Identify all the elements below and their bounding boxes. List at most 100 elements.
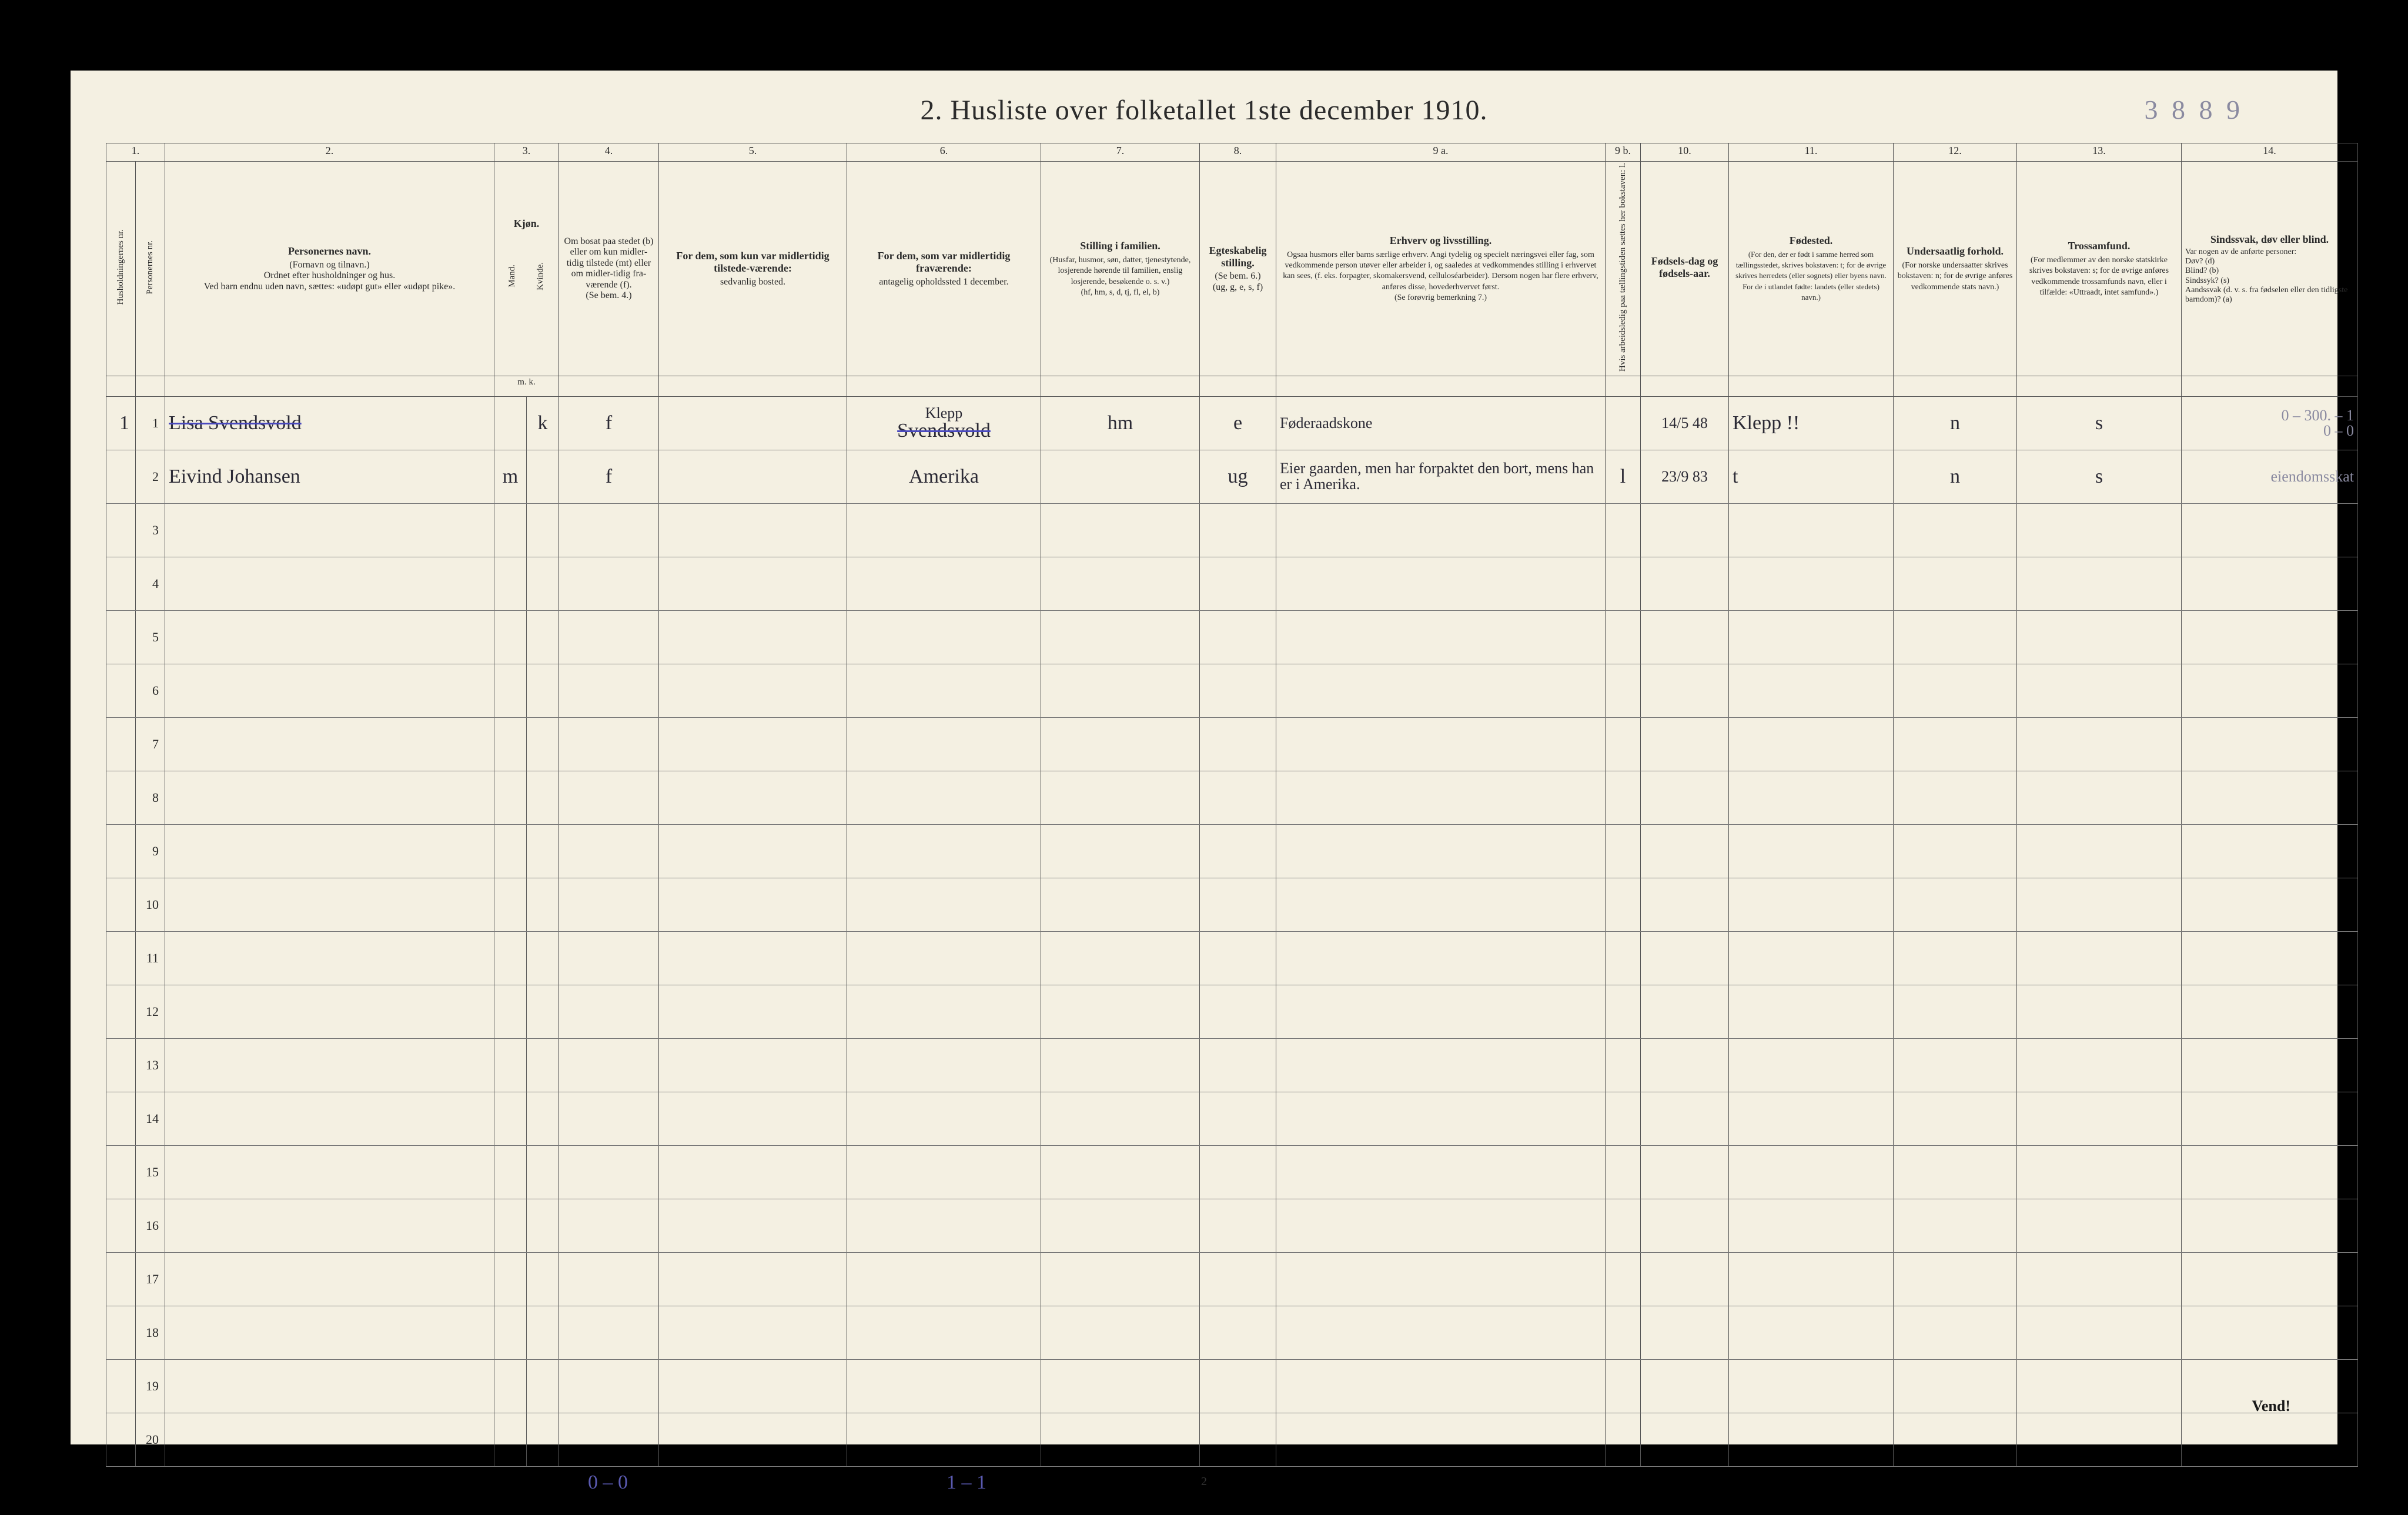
head-hush-nr: Husholdningernes nr. — [106, 162, 136, 376]
cell-empty — [1041, 771, 1200, 825]
head-disability-sub: Var nogen av de anførte personer: Døv? (… — [2185, 248, 2354, 305]
cell-empty — [1729, 932, 1894, 985]
cell-empty — [494, 932, 527, 985]
cell-empty — [1641, 932, 1729, 985]
head-citizenship-sub: (For norske undersaatter skrives bokstav… — [1898, 261, 2013, 292]
cell-hush-nr — [106, 557, 136, 611]
cell-empty — [659, 504, 847, 557]
cell-empty — [1276, 611, 1606, 664]
cell-pers-nr: 9 — [136, 825, 165, 878]
cell-empty — [1729, 771, 1894, 825]
page-number: 2 — [1201, 1475, 1207, 1489]
cell-empty — [165, 718, 494, 771]
cell-sex-k: k — [527, 397, 559, 450]
cell-empty — [494, 1413, 527, 1467]
cell-empty — [1606, 1039, 1641, 1092]
cell-empty — [1041, 1360, 1200, 1413]
cell-empty — [1606, 771, 1641, 825]
cell-citizenship: n — [1894, 397, 2017, 450]
cell-empty — [1200, 557, 1276, 611]
cell-empty — [1894, 1306, 2017, 1360]
cell-empty — [559, 504, 659, 557]
cell-pers-nr: 6 — [136, 664, 165, 718]
cell-empty — [527, 1413, 559, 1467]
cell-empty — [527, 1146, 559, 1199]
cell-hush-nr — [106, 1146, 136, 1199]
head-family-pos: Stilling i familien. (Husfar, husmor, sø… — [1041, 162, 1200, 376]
cell-empty — [527, 771, 559, 825]
cell-empty — [1276, 985, 1606, 1039]
cell-empty — [1729, 1092, 1894, 1146]
head-birthplace: Fødested. (For den, der er født i samme … — [1729, 162, 1894, 376]
cell-empty — [2182, 1092, 2358, 1146]
cell-empty — [559, 932, 659, 985]
colnum-2: 2. — [165, 143, 494, 162]
cell-empty — [1041, 932, 1200, 985]
head-temp-absent: For dem, som var midlertidig fraværende:… — [847, 162, 1041, 376]
footnote-mid: 1 – 1 — [947, 1471, 986, 1494]
sub-blank-14 — [2182, 376, 2358, 397]
head-pers-nr: Personernes nr. — [136, 162, 165, 376]
cell-empty — [494, 557, 527, 611]
page-title: 2. Husliste over folketallet 1ste decemb… — [920, 95, 1487, 126]
table-row: 14 — [106, 1092, 2358, 1146]
cell-pers-nr: 16 — [136, 1199, 165, 1253]
cell-occupation: Føderaadskone — [1276, 397, 1606, 450]
cell-empty — [1894, 504, 2017, 557]
cell-pers-nr: 1 — [136, 397, 165, 450]
sub-blank-4 — [559, 376, 659, 397]
cell-empty — [1641, 1039, 1729, 1092]
cell-empty — [2017, 664, 2182, 718]
cell-empty — [527, 557, 559, 611]
cell-empty — [1041, 611, 1200, 664]
cell-empty — [1041, 1092, 1200, 1146]
colnum-7: 7. — [1041, 143, 1200, 162]
cell-empty — [659, 1199, 847, 1253]
cell-empty — [1729, 1360, 1894, 1413]
head-birthplace-title: Fødested. — [1733, 235, 1889, 247]
sub-blank-6 — [847, 376, 1041, 397]
cell-empty — [1276, 557, 1606, 611]
sub-blank-8 — [1200, 376, 1276, 397]
cell-empty — [2017, 1092, 2182, 1146]
cell-empty — [1200, 771, 1276, 825]
cell-empty — [2017, 878, 2182, 932]
cell-pers-nr: 2 — [136, 450, 165, 504]
cell-empty — [847, 985, 1041, 1039]
cell-empty — [1641, 985, 1729, 1039]
cell-empty — [659, 1253, 847, 1306]
table-row: 15 — [106, 1146, 2358, 1199]
cell-empty — [559, 1253, 659, 1306]
cell-empty — [1641, 771, 1729, 825]
table-row: 4 — [106, 557, 2358, 611]
cell-empty — [847, 825, 1041, 878]
cell-empty — [1041, 878, 1200, 932]
cell-empty — [1641, 825, 1729, 878]
cell-empty — [527, 932, 559, 985]
cell-empty — [494, 771, 527, 825]
cell-marital: ug — [1200, 450, 1276, 504]
cell-empty — [1041, 557, 1200, 611]
cell-empty — [2182, 504, 2358, 557]
cell-occupation: Eier gaarden, men har forpaktet den bort… — [1276, 450, 1606, 504]
cell-empty — [2017, 1199, 2182, 1253]
table-row: 2Eivind JohansenmfAmerikaugEier gaarden,… — [106, 450, 2358, 504]
cell-empty — [1606, 664, 1641, 718]
cell-empty — [527, 1039, 559, 1092]
cell-empty — [1276, 1146, 1606, 1199]
cell-empty — [559, 771, 659, 825]
cell-empty — [165, 1199, 494, 1253]
cell-empty — [1894, 932, 2017, 985]
cell-empty — [2017, 1146, 2182, 1199]
cell-empty — [1894, 1360, 2017, 1413]
cell-empty — [1729, 985, 1894, 1039]
table-row: 9 — [106, 825, 2358, 878]
cell-empty — [1041, 825, 1200, 878]
cell-empty — [1606, 985, 1641, 1039]
cell-empty — [2182, 1253, 2358, 1306]
cell-empty — [1041, 664, 1200, 718]
cell-empty — [847, 557, 1041, 611]
cell-empty — [1641, 1360, 1729, 1413]
cell-empty — [1641, 611, 1729, 664]
cell-empty — [1894, 1253, 2017, 1306]
